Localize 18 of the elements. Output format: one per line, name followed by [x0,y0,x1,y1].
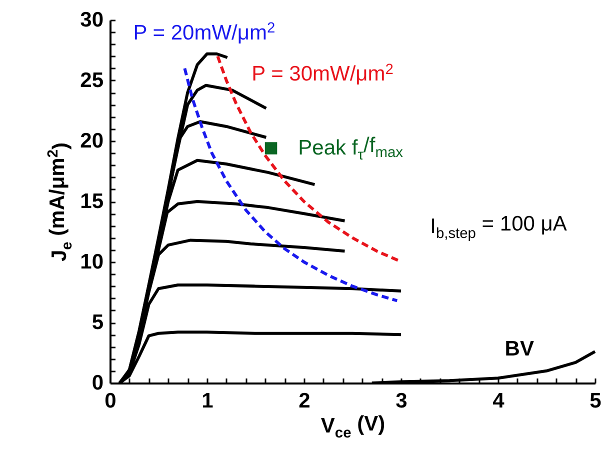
y-tick-label: 15 [80,190,104,213]
annotation: BV [504,338,534,361]
x-tick-label: 4 [492,390,505,412]
x-axis-title: V$_{ce}$ (V) [320,412,386,442]
y-tick-label: 10 [80,250,104,274]
annotation: I$_{b,step}$ = 100 μA [430,212,567,242]
x-tick-label: 1 [202,390,214,412]
y-tick-label: 25 [80,69,104,92]
x-tick-label: 2 [298,390,310,412]
y-tick-label: 30 [80,8,104,32]
y-tick-label: 5 [92,311,104,334]
y-tick-label: 20 [80,130,104,152]
y-tick-label: 0 [92,372,104,394]
x-tick-label: 5 [590,390,602,412]
series-label: P = 30mW/μm$^{2}$ [252,62,394,86]
series-label: Peak f$_{τ}$/f$_{max}$ [298,134,404,164]
series-label: P = 20mW/μm$^{2}$ [133,20,276,44]
x-tick-label: 3 [396,390,408,412]
